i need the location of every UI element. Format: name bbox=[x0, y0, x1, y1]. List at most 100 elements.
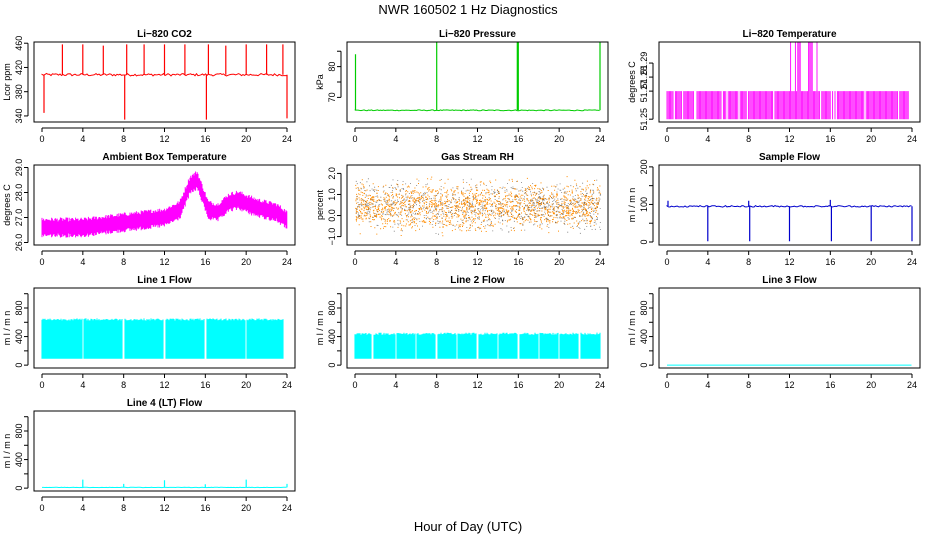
x-tick-label: 12 bbox=[472, 134, 482, 144]
x-tick-label: 20 bbox=[241, 380, 251, 390]
y-tick-label: 28.0 bbox=[14, 184, 24, 202]
y-tick-label: 1.0 bbox=[327, 188, 337, 201]
data-layer bbox=[355, 176, 601, 237]
x-tick-label: 12 bbox=[159, 134, 169, 144]
y-axis: 0 400 800 bbox=[14, 416, 29, 491]
x-tick-label: 8 bbox=[746, 380, 751, 390]
x-tick-label: 24 bbox=[907, 257, 917, 267]
x-tick-label: 24 bbox=[282, 503, 292, 513]
panel-frame bbox=[346, 164, 609, 246]
x-axis: 0 4 8 12 16 20 24 bbox=[664, 373, 917, 390]
x-tick-label: 24 bbox=[595, 257, 605, 267]
y-axis-label: m l / m n bbox=[2, 311, 12, 346]
y-tick-label: 0 bbox=[639, 239, 649, 244]
x-tick-label: 0 bbox=[664, 134, 669, 144]
x-tick-label: 8 bbox=[434, 134, 439, 144]
y-tick-label: 200 bbox=[639, 159, 649, 174]
panel-title: Li−820 Pressure bbox=[439, 29, 516, 40]
panel-frame bbox=[33, 164, 296, 246]
x-tick-label: 4 bbox=[705, 380, 710, 390]
x-tick-label: 20 bbox=[241, 257, 251, 267]
panel-frame bbox=[658, 287, 921, 369]
panel-co2: Li−820 CO2 Lcor ppm 0 4 8 12 16 20 24 340 380 420 46… bbox=[2, 29, 296, 144]
x-tick-label: 16 bbox=[513, 134, 523, 144]
y-tick-label: 800 bbox=[14, 300, 24, 315]
series-line bbox=[666, 204, 912, 208]
x-tick-label: 8 bbox=[121, 380, 126, 390]
data-layer bbox=[354, 42, 601, 112]
x-tick-label: 0 bbox=[352, 257, 357, 267]
x-tick-label: 16 bbox=[825, 257, 835, 267]
y-axis-label: degrees C bbox=[627, 61, 637, 103]
x-tick-label: 0 bbox=[39, 134, 44, 144]
panel-title: Ambient Box Temperature bbox=[102, 152, 227, 163]
figure-xlabel: Hour of Day (UTC) bbox=[414, 519, 522, 534]
x-tick-label: 12 bbox=[784, 380, 794, 390]
y-tick-label: 26.0 bbox=[14, 234, 24, 252]
y-tick-label: 800 bbox=[14, 423, 24, 438]
panel-box_temp: Ambient Box Temperature degrees C 0 4 8 12 16 2… bbox=[2, 152, 296, 267]
y-tick-label: 0.0 bbox=[327, 209, 337, 222]
y-tick-label: 800 bbox=[327, 300, 337, 315]
x-tick-label: 0 bbox=[664, 257, 669, 267]
x-tick-label: 4 bbox=[393, 257, 398, 267]
x-tick-label: 20 bbox=[866, 257, 876, 267]
x-tick-label: 16 bbox=[513, 380, 523, 390]
x-tick-label: 12 bbox=[159, 503, 169, 513]
x-tick-label: 20 bbox=[554, 134, 564, 144]
x-tick-label: 20 bbox=[866, 134, 876, 144]
y-tick-label: 51.27 bbox=[639, 80, 649, 103]
y-tick-label: −1.0 bbox=[327, 228, 337, 246]
panel-li_temp: Li−820 Temperature degrees C 0 4 8 12 16 20 24 51… bbox=[627, 29, 921, 144]
panel-frame bbox=[33, 41, 296, 123]
rh-points-dark bbox=[355, 178, 601, 235]
x-axis: 0 4 8 12 16 20 24 bbox=[664, 127, 917, 144]
data-layer bbox=[42, 479, 288, 489]
x-tick-label: 12 bbox=[784, 257, 794, 267]
series-spikes bbox=[82, 479, 288, 488]
panel-line2: Line 2 Flow m l / m n 0 4 8 12 16 20 24 0 400 800 bbox=[315, 275, 609, 390]
series-spikes bbox=[354, 42, 601, 111]
panel-frame bbox=[33, 410, 296, 492]
y-tick-label: 0 bbox=[14, 363, 24, 368]
series-line bbox=[354, 109, 600, 112]
panel-line4: Line 4 (LT) Flow m l / m n 0 4 8 12 16 20 24 0 400… bbox=[2, 398, 296, 513]
y-tick-label: 80 bbox=[327, 62, 337, 72]
y-axis: 0 100 200 bbox=[639, 159, 654, 245]
x-tick-label: 20 bbox=[554, 380, 564, 390]
flow-band bbox=[354, 332, 601, 359]
x-tick-label: 12 bbox=[159, 257, 169, 267]
y-axis-label: m l / m n bbox=[2, 434, 12, 469]
x-tick-label: 16 bbox=[200, 380, 210, 390]
y-tick-label: 51.25 bbox=[639, 108, 649, 131]
x-tick-label: 12 bbox=[159, 380, 169, 390]
panel-title: Sample Flow bbox=[759, 152, 820, 163]
y-axis-label: degrees C bbox=[2, 184, 12, 226]
y-tick-label: 400 bbox=[14, 329, 24, 344]
x-tick-label: 24 bbox=[282, 380, 292, 390]
y-axis: 70 80 bbox=[327, 50, 342, 102]
x-tick-label: 20 bbox=[241, 503, 251, 513]
panel-line3: Line 3 Flow m l / m n 0 4 8 12 16 20 24 0 400 800 bbox=[627, 275, 921, 390]
box-temperature-band bbox=[41, 171, 288, 238]
data-layer bbox=[666, 199, 913, 242]
data-layer bbox=[41, 171, 288, 238]
x-tick-label: 12 bbox=[472, 257, 482, 267]
x-tick-label: 4 bbox=[393, 134, 398, 144]
temperature-bars bbox=[666, 42, 909, 120]
panel-title: Li−820 Temperature bbox=[742, 29, 836, 40]
x-axis: 0 4 8 12 16 20 24 bbox=[352, 250, 605, 267]
y-tick-label: 70 bbox=[327, 92, 337, 102]
y-tick-label: 420 bbox=[14, 60, 24, 75]
x-tick-label: 4 bbox=[80, 380, 85, 390]
x-tick-label: 8 bbox=[746, 134, 751, 144]
x-tick-label: 24 bbox=[595, 380, 605, 390]
x-tick-label: 8 bbox=[121, 503, 126, 513]
x-tick-label: 0 bbox=[664, 380, 669, 390]
y-axis: −1.0 0.0 1.0 2.0 bbox=[327, 167, 342, 246]
x-tick-label: 0 bbox=[352, 134, 357, 144]
y-tick-label: 0 bbox=[14, 486, 24, 491]
